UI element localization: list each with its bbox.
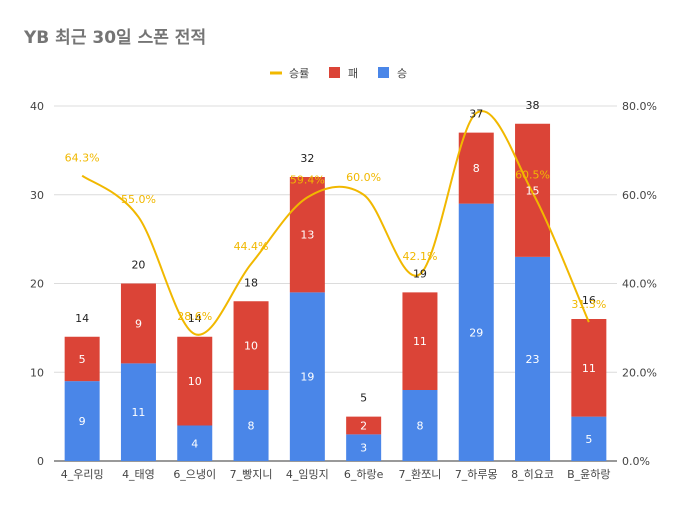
total-value-label: 14 (188, 312, 202, 325)
total-value-label: 19 (413, 267, 427, 280)
total-value-label: 37 (469, 108, 483, 121)
bar-win (177, 425, 213, 461)
win-value-label: 3 (360, 442, 367, 455)
bar-win (515, 256, 551, 461)
legend-label: 승률 (289, 67, 309, 80)
bar-win (458, 203, 494, 461)
loss-value-label: 13 (300, 229, 314, 242)
win-rate-label: 55.0% (121, 193, 156, 206)
bar-loss (289, 177, 325, 293)
x-tick-label: 6_으냉이 (173, 468, 216, 481)
legend: 승률 패 승 (270, 67, 407, 80)
legend-swatch (329, 67, 340, 78)
win-rate-label: 59.4% (290, 173, 325, 186)
x-tick-label: B_윤하랑 (567, 467, 610, 481)
win-value-label: 5 (585, 433, 592, 446)
total-value-label: 14 (75, 312, 89, 325)
win-rate-label: 42.1% (402, 250, 437, 263)
total-value-label: 16 (582, 294, 596, 307)
y-tick-label: 0 (37, 455, 44, 468)
win-value-label: 19 (300, 371, 314, 384)
win-value-label: 4 (191, 437, 198, 450)
y2-tick-label: 0.0% (622, 455, 650, 468)
data-labels: 9514119204101481018191332325811192983723… (65, 99, 607, 455)
loss-value-label: 15 (526, 184, 540, 197)
x-tick-label: 4_우리밍 (61, 468, 104, 481)
bar-win (120, 363, 156, 461)
loss-value-label: 5 (79, 353, 86, 366)
loss-value-label: 10 (188, 375, 202, 388)
x-tick-label: 7_빵지니 (230, 468, 273, 481)
legend-label: 패 (348, 67, 358, 80)
bar-win (571, 416, 607, 461)
loss-value-label: 2 (360, 420, 367, 433)
loss-value-label: 11 (413, 335, 427, 348)
bar-loss (233, 301, 269, 390)
loss-value-label: 11 (582, 362, 596, 375)
legend-label: 승 (397, 67, 407, 80)
y-tick-label: 10 (30, 366, 44, 379)
y2-tick-label: 40.0% (622, 278, 657, 291)
bar-loss (402, 292, 438, 390)
bar-win (233, 390, 269, 461)
y-axis-right: 0.0% 20.0% 40.0% 60.0% 80.0% (622, 100, 657, 468)
win-rate-path (81, 110, 590, 336)
bar-loss (346, 416, 382, 435)
legend-swatch (378, 67, 389, 78)
win-value-label: 9 (79, 415, 86, 428)
bar-win (402, 390, 438, 461)
bar-loss (515, 123, 551, 257)
y2-tick-label: 20.0% (622, 366, 657, 379)
bars (64, 123, 607, 461)
y-tick-label: 40 (30, 100, 44, 113)
x-tick-label: 4_태영 (122, 468, 155, 481)
loss-value-label: 9 (135, 317, 142, 330)
y-tick-label: 20 (30, 278, 44, 291)
bar-loss (120, 283, 156, 364)
y2-tick-label: 80.0% (622, 100, 657, 113)
total-value-label: 38 (526, 99, 540, 112)
x-tick-label: 6_하랑e (344, 467, 384, 481)
bar-loss (458, 132, 494, 204)
y-axis-left: 0 10 20 30 40 (30, 100, 44, 468)
bar-win (289, 292, 325, 461)
bar-loss (177, 336, 213, 426)
bar-loss (64, 336, 100, 382)
win-rate-label: 60.0% (346, 171, 381, 184)
win-value-label: 8 (248, 420, 255, 433)
x-tick-label: 8_히요코 (511, 467, 554, 481)
win-rate-label: 64.3% (65, 152, 100, 165)
win-rate-label: 31.3% (571, 298, 606, 311)
win-rate-line (81, 110, 590, 336)
total-value-label: 20 (131, 259, 145, 272)
x-tick-label: 7_환쪼니 (399, 468, 442, 481)
bar-loss (571, 319, 607, 417)
win-value-label: 8 (416, 420, 423, 433)
y-tick-label: 30 (30, 189, 44, 202)
win-rate-label: 44.4% (234, 240, 269, 253)
win-value-label: 23 (526, 353, 540, 366)
x-tick-label: 7_하루몽 (455, 467, 498, 481)
total-value-label: 32 (300, 152, 314, 165)
y2-tick-label: 60.0% (622, 189, 657, 202)
x-axis: 4_우리밍 4_태영 6_으냉이 7_빵지니 4_임밍지 6_하랑e 7_환쪼니 7_하루몽 8… (61, 467, 611, 481)
win-value-label: 29 (469, 326, 483, 339)
bar-win (346, 434, 382, 461)
win-rate-label: 60.5% (515, 169, 550, 182)
win-rate-label: 28.6% (177, 310, 212, 323)
loss-value-label: 10 (244, 340, 258, 353)
bar-win (64, 381, 100, 461)
win-value-label: 11 (131, 406, 145, 419)
x-tick-label: 4_임밍지 (286, 468, 329, 481)
chart-title: YB 최근 30일 스폰 전적 (23, 28, 206, 48)
total-value-label: 5 (360, 392, 367, 405)
total-value-label: 18 (244, 276, 258, 289)
loss-value-label: 8 (473, 162, 480, 175)
